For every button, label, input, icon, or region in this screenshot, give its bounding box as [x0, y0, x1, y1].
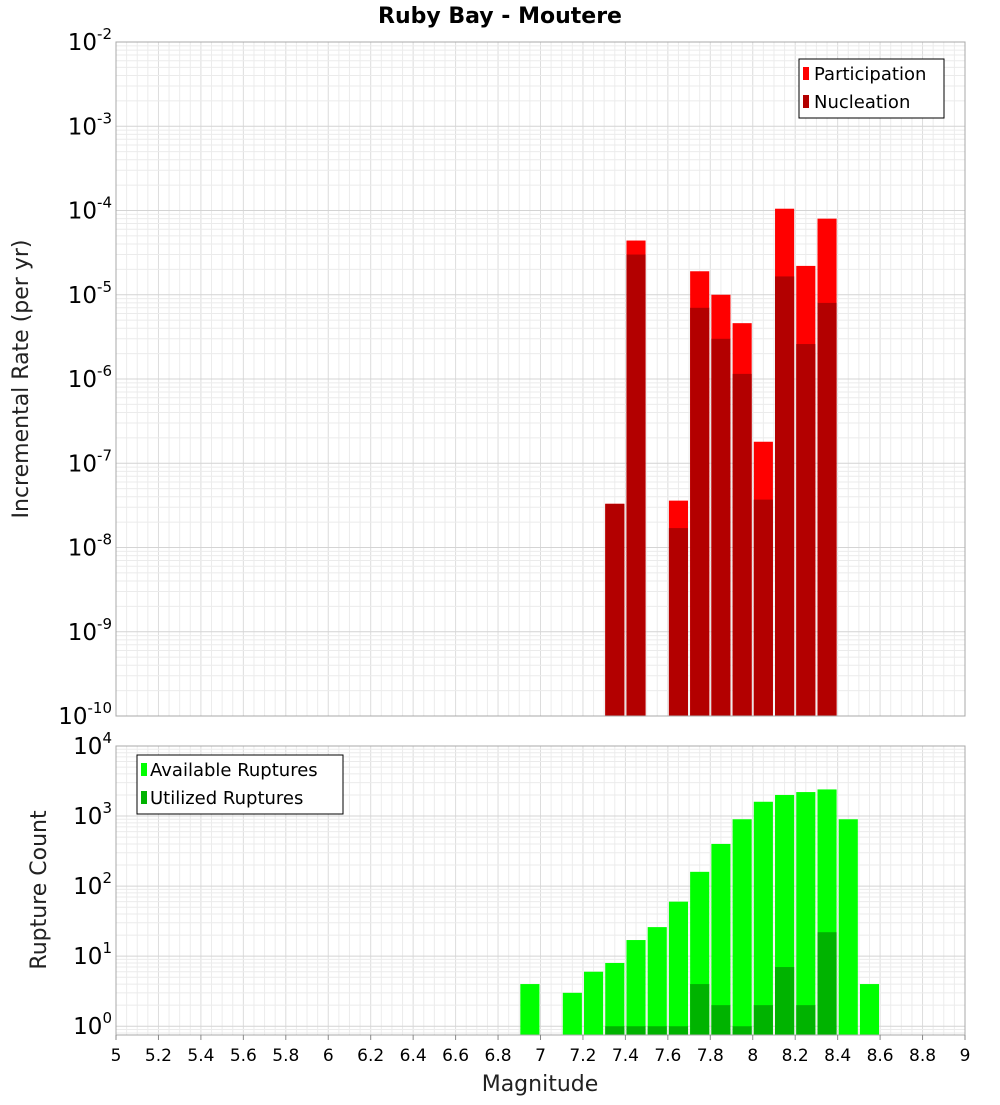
- top-legend-box: [798, 58, 945, 119]
- bottom-bar-available-ruptures: [859, 984, 880, 1035]
- x-tick-label: 7: [535, 1046, 546, 1066]
- x-tick-label: 8: [747, 1046, 758, 1066]
- x-tick-label: 6: [323, 1046, 334, 1066]
- legend-label-nucleation: Nucleation: [814, 92, 910, 113]
- legend-label-participation: Participation: [814, 64, 926, 85]
- top-plot-border: [115, 41, 966, 717]
- top-y-tick-label: 10-6: [68, 362, 112, 393]
- x-tick-label: 7.2: [569, 1046, 596, 1066]
- bottom-bar-utilized-ruptures: [817, 932, 837, 1035]
- top-y-axis-label: Incremental Rate (per yr): [9, 240, 34, 519]
- bottom-y-tick-label: 103: [73, 799, 112, 830]
- top-y-tick-label: 10-5: [68, 278, 112, 309]
- top-panel: 10-10 10-9 10-8 10-7 10-6 10-5 10-4 10-3 10-2 In…: [9, 25, 966, 730]
- bottom-legend-box: [136, 754, 344, 815]
- bottom-bar-utilized-ruptures: [647, 1026, 667, 1035]
- x-tick-label: 5.6: [230, 1046, 257, 1066]
- chart-title: Ruby Bay - Moutere: [378, 4, 622, 29]
- legend-swatch-participation: [803, 67, 809, 80]
- bottom-bar-utilized-ruptures: [668, 1026, 689, 1035]
- legend-swatch-available-ruptures: [141, 763, 147, 776]
- bottom-y-tick-label: 102: [73, 869, 112, 900]
- x-tick-label: 7.8: [697, 1046, 724, 1066]
- top-bar-nucleation: [690, 307, 710, 716]
- top-y-tick-label: 10-8: [68, 531, 112, 562]
- legend-swatch-utilized-ruptures: [141, 791, 147, 804]
- bottom-bar-utilized-ruptures: [711, 1005, 731, 1035]
- bottom-y-tick-label: 101: [73, 939, 112, 970]
- top-y-tick-label: 10-10: [58, 699, 112, 730]
- bottom-panel: 100 101 102 103 104 5 5.2 5.4 5.6 5.8 6 6.2 6.4 6.6 6…: [27, 729, 970, 1097]
- bottom-legend: Available Ruptures Utilized Ruptures: [136, 754, 344, 815]
- bottom-bar-utilized-ruptures: [775, 967, 795, 1035]
- top-bars: [605, 208, 837, 717]
- bottom-bar-available-ruptures: [584, 971, 604, 1035]
- x-axis-label: Magnitude: [482, 1072, 599, 1097]
- top-y-tick-label: 10-4: [68, 194, 112, 225]
- bottom-bar-available-ruptures: [520, 984, 540, 1035]
- bottom-y-tick-label: 104: [73, 729, 112, 760]
- bottom-bar-available-ruptures: [711, 843, 731, 1035]
- bottom-bar-utilized-ruptures: [753, 1005, 773, 1035]
- bottom-y-axis-label: Rupture Count: [27, 810, 52, 970]
- bottom-bar-utilized-ruptures: [690, 984, 710, 1035]
- top-bar-nucleation: [668, 528, 689, 716]
- x-tick-label: 8.2: [782, 1046, 809, 1066]
- top-bar-nucleation: [817, 302, 837, 716]
- bottom-bar-available-ruptures: [626, 940, 646, 1035]
- x-tick-label: 7.6: [654, 1046, 681, 1066]
- bottom-bar-available-ruptures: [562, 992, 582, 1035]
- bottom-bar-available-ruptures: [753, 801, 773, 1035]
- bottom-bar-utilized-ruptures: [732, 1026, 752, 1035]
- x-tick-label: 6.2: [357, 1046, 384, 1066]
- top-grid: [115, 41, 966, 717]
- legend-label-available-ruptures: Available Ruptures: [150, 760, 318, 781]
- bottom-y-ticks: 100 101 102 103 104: [73, 729, 112, 1040]
- bottom-bar-available-ruptures: [668, 901, 689, 1035]
- x-tick-label: 9: [960, 1046, 971, 1066]
- top-y-tick-label: 10-7: [68, 446, 112, 477]
- x-ticks: 5 5.2 5.4 5.6 5.8 6 6.2 6.4 6.6 6.8 7 7.2 7.4 7.6 7.8 8…: [111, 1035, 971, 1066]
- top-bar-nucleation: [711, 338, 731, 716]
- x-tick-label: 8.8: [909, 1046, 936, 1066]
- legend-swatch-nucleation: [803, 95, 809, 108]
- x-tick-label: 5: [111, 1046, 122, 1066]
- top-y-ticks: 10-10 10-9 10-8 10-7 10-6 10-5 10-4 10-3 10-2: [58, 25, 112, 730]
- top-bar-nucleation: [626, 254, 646, 716]
- bottom-bar-utilized-ruptures: [626, 1026, 646, 1035]
- bottom-bar-utilized-ruptures: [796, 1005, 816, 1035]
- x-tick-label: 7.4: [612, 1046, 639, 1066]
- x-tick-label: 6.6: [442, 1046, 469, 1066]
- top-y-tick-label: 10-9: [68, 615, 112, 646]
- top-bar-nucleation: [796, 344, 816, 716]
- x-tick-label: 8.4: [824, 1046, 851, 1066]
- top-legend: Participation Nucleation: [798, 58, 945, 119]
- bottom-bar-available-ruptures: [605, 962, 625, 1035]
- x-tick-label: 8.6: [867, 1046, 894, 1066]
- bottom-bar-available-ruptures: [732, 819, 752, 1035]
- top-bar-nucleation: [753, 499, 773, 716]
- bottom-bars: [520, 789, 880, 1035]
- x-tick-label: 5.8: [272, 1046, 299, 1066]
- x-tick-label: 5.4: [187, 1046, 214, 1066]
- x-tick-label: 6.8: [485, 1046, 512, 1066]
- bottom-y-tick-label: 100: [73, 1009, 112, 1040]
- top-bar-nucleation: [732, 373, 752, 716]
- bottom-bar-available-ruptures: [647, 927, 667, 1035]
- bottom-bar-utilized-ruptures: [605, 1026, 625, 1035]
- top-bar-nucleation: [605, 503, 625, 716]
- top-bar-nucleation: [775, 276, 795, 716]
- top-y-tick-label: 10-3: [68, 109, 112, 140]
- top-y-tick-label: 10-2: [68, 25, 112, 56]
- x-tick-label: 5.2: [145, 1046, 172, 1066]
- bottom-bar-available-ruptures: [838, 819, 858, 1035]
- legend-label-utilized-ruptures: Utilized Ruptures: [150, 788, 303, 809]
- x-tick-label: 6.4: [400, 1046, 427, 1066]
- bottom-bar-available-ruptures: [796, 792, 816, 1035]
